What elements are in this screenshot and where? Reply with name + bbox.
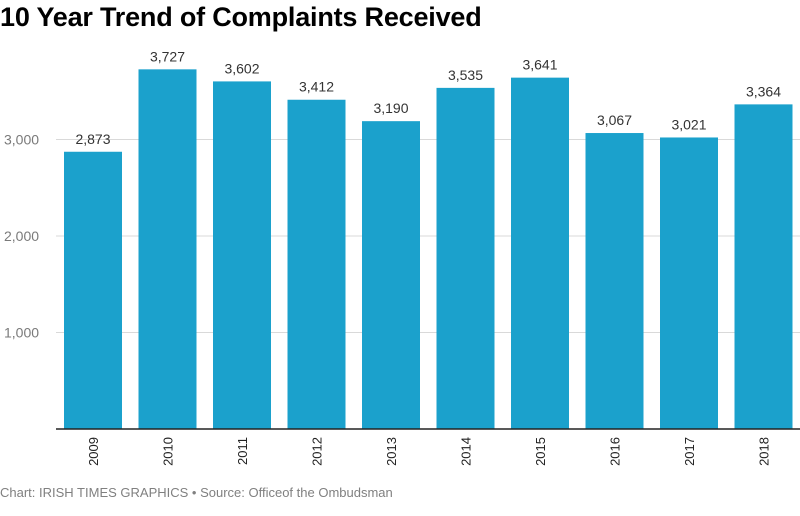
- x-tick-label: 2011: [235, 437, 250, 465]
- x-tick-label: 2012: [310, 437, 325, 466]
- y-tick-label: 2,000: [4, 228, 39, 244]
- data-label: 2,873: [75, 131, 110, 147]
- bar-2012: [287, 99, 346, 429]
- x-tick-label: 2014: [459, 437, 474, 466]
- bar-2013: [362, 121, 420, 429]
- x-tick-label: 2015: [533, 437, 548, 466]
- data-label: 3,190: [373, 100, 408, 116]
- chart-source-footer: Chart: IRISH TIMES GRAPHICS • Source: Of…: [0, 485, 393, 500]
- x-tick-label: 2009: [86, 437, 101, 466]
- y-axis-ticks: 1,000 2,000 3,000: [4, 132, 39, 341]
- bar-2015: [511, 77, 569, 430]
- bar-2017: [660, 137, 718, 429]
- data-labels: 2,873 3,727 3,602 3,412 3,190 3,535 3,641 3,067…: [75, 48, 781, 146]
- bar-2010: [138, 69, 197, 430]
- data-label: 3,067: [597, 112, 632, 128]
- data-label: 3,535: [448, 67, 483, 83]
- x-tick-label: 2016: [608, 437, 623, 466]
- x-tick-label: 2010: [161, 437, 176, 466]
- data-label: 3,364: [746, 83, 781, 99]
- y-tick-label: 3,000: [4, 132, 39, 148]
- bar-2014: [436, 87, 495, 429]
- x-axis-ticks: 2009 2010 2011 2012 2013 2014 2015 2016 2017 2018: [86, 437, 772, 466]
- bar-2016: [585, 133, 644, 430]
- bar-2018: [734, 104, 793, 430]
- data-label: 3,641: [522, 57, 557, 73]
- bars: [64, 69, 793, 430]
- x-tick-label: 2013: [384, 437, 399, 466]
- bar-2011: [213, 81, 271, 430]
- data-label: 3,021: [671, 116, 706, 132]
- data-label: 3,602: [224, 60, 259, 76]
- data-label: 3,412: [299, 79, 334, 95]
- x-tick-label: 2018: [757, 437, 772, 466]
- x-tick-label: 2017: [682, 437, 697, 466]
- bar-2009: [64, 151, 122, 429]
- chart-title: 10 Year Trend of Complaints Received: [0, 2, 482, 32]
- y-tick-label: 1,000: [4, 325, 39, 341]
- data-label: 3,727: [150, 48, 185, 64]
